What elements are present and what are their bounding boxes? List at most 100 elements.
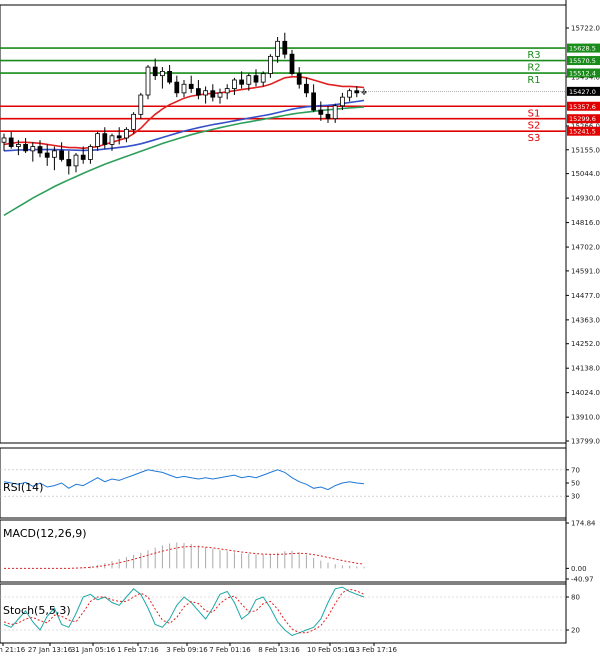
candle [8,131,14,149]
candle-body [282,40,288,55]
candle-body [181,83,187,94]
candle-body [145,66,151,96]
level-badge-s2 [567,114,600,124]
candle-body [59,150,64,160]
rsi-tick-label: 30 [571,493,580,501]
candle-body [1,137,7,143]
rsi-line [3,469,365,491]
candle [160,67,165,89]
macd-tick-label: 0.00 [571,565,587,573]
candle-body [66,159,72,167]
price-candles [1,32,367,175]
macd-panel: 174.84 0.00 -40.97 [4,520,596,584]
level-badge-value: 15512.4 [569,70,596,78]
candle [167,64,172,85]
level-price-badges: 15628.5 15570.5 15512.4 15357.6 15299.6 15241… [360,43,600,136]
candle-body [44,152,50,158]
last-price-value: 15427.0 [569,88,596,96]
candle [260,71,266,87]
candle-body [102,133,108,145]
level-badge-value: 15570.5 [569,57,596,65]
stoch-label: Stoch(5,5,3) [3,604,71,617]
candle [224,84,230,100]
candle [268,54,273,78]
candle-body [347,90,352,98]
candle [145,64,151,100]
candle-body [253,75,259,83]
candle [73,152,79,173]
candle [174,75,180,98]
rsi-tick-label: 50 [571,480,580,488]
candle-body [174,81,180,94]
price-tick-label: 14252.0 [571,340,600,348]
candle-body [304,83,309,94]
candle-body [52,150,57,158]
candle [196,79,201,100]
candle-body [311,92,316,111]
stoch-tick-label: 20 [571,627,580,635]
price-tick-label: 14363.0 [571,316,600,324]
time-tick-label: 1 Feb 17:16 [117,646,159,654]
level-label-s3: S3 [528,133,541,144]
candle-body [116,135,122,139]
level-badge-value: 15628.5 [569,45,596,53]
candle [188,75,194,93]
price-tick-label: 15044.0 [571,170,600,178]
stoch-k-line [3,586,365,637]
candle [52,146,57,171]
level-label-s1: S1 [528,108,541,119]
level-label-r2: R2 [527,63,540,74]
macd-tick-label: 174.84 [571,520,596,528]
candle-body [196,88,201,96]
candle-body [80,154,86,160]
time-tick-label: 26 Jan 21:16 [0,646,26,654]
candle-body [95,133,100,147]
price-tick-label: 14816.0 [571,219,600,227]
level-label-r1: R1 [527,75,540,86]
candle-body [296,73,302,85]
candle [332,103,338,123]
level-label-r3: R3 [527,50,540,61]
candle [102,127,108,149]
candle-body [109,135,115,145]
candle [289,49,295,76]
candle-body [37,146,43,154]
candle [124,127,129,143]
candle [304,77,309,98]
price-tick-label: 14591.0 [571,267,600,275]
candle-body [152,66,158,77]
price-tick-label: 13799.0 [571,438,600,446]
candle-body [268,55,273,74]
candle [59,142,64,162]
price-tick-label: 15722.0 [571,25,600,33]
candle [23,137,28,153]
candle-body [124,128,129,139]
candle [354,86,360,98]
candle-body [73,154,79,167]
candle [66,150,72,175]
candle-body [332,105,338,120]
candle-body [160,70,165,77]
candle [152,58,158,80]
candle-body [275,40,280,57]
ma-green-line [3,106,365,216]
price-tick-label: 14702.0 [571,244,600,252]
ma-red-line [3,76,365,150]
candle [282,32,288,59]
candle-body [232,79,237,89]
candle-body [325,113,331,120]
candle-body [8,137,14,147]
price-tick-label: 14024.0 [571,389,600,397]
macd-signal-line [4,546,365,569]
candle-body [188,83,194,89]
candle-body [131,113,136,130]
level-badge-value: 15299.6 [569,115,596,123]
candle [37,140,43,158]
candle-body [30,146,36,152]
candle [325,105,331,123]
candle-body [23,144,28,152]
candle [16,140,21,156]
price-tick-label: 14930.0 [571,195,600,203]
candle-body [289,53,295,74]
